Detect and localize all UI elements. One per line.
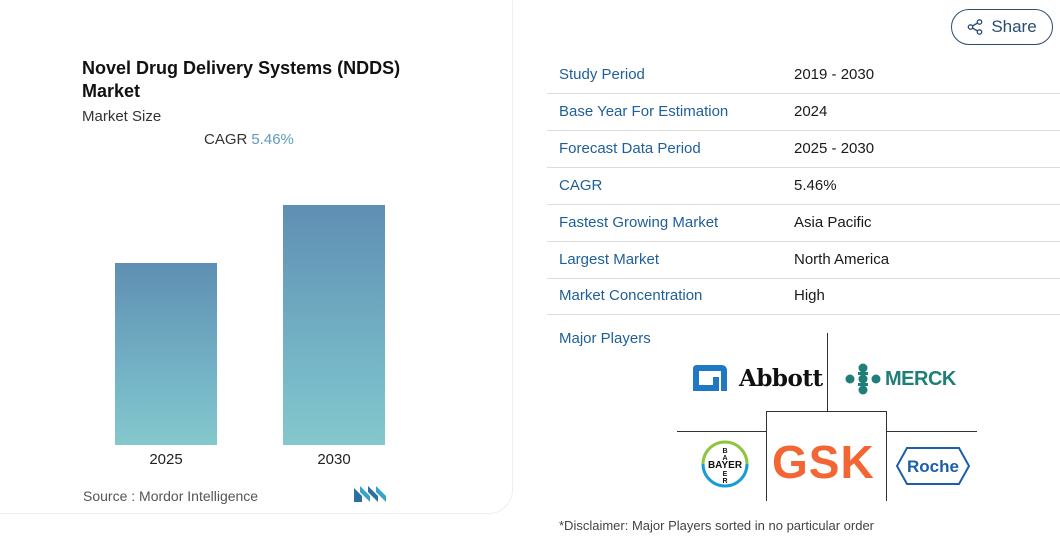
chart-source: Source : Mordor Intelligence	[83, 488, 259, 504]
row-key: Study Period	[559, 66, 645, 83]
x-tick-label: 2030	[317, 451, 351, 468]
cagr-label: CAGR	[204, 131, 248, 148]
row-key: CAGR	[559, 177, 603, 194]
market-size-card	[0, 0, 513, 514]
grid-divider	[766, 411, 767, 501]
row-value: High	[794, 287, 825, 304]
merck-wordmark: MERCK	[885, 368, 956, 390]
svg-text:E: E	[723, 471, 728, 478]
row-key: Forecast Data Period	[559, 140, 701, 157]
grid-divider	[677, 431, 766, 432]
row-value: 2024	[794, 103, 828, 120]
svg-text:BAYER: BAYER	[708, 460, 743, 471]
x-tick-label: 2025	[149, 451, 183, 468]
merck-logo-icon	[845, 363, 881, 395]
table-row: Fastest Growing Market Asia Pacific	[547, 205, 1060, 242]
svg-text:B: B	[722, 448, 727, 455]
row-value: 2025 - 2030	[794, 140, 875, 157]
mordor-intelligence-logo-icon	[354, 486, 386, 502]
row-key: Largest Market	[559, 251, 660, 268]
row-key: Base Year For Estimation	[559, 103, 729, 120]
svg-text:A: A	[722, 455, 727, 462]
row-value: Asia Pacific	[794, 214, 872, 231]
table-row: Market Concentration High	[547, 278, 1060, 315]
svg-text:R: R	[722, 478, 727, 485]
gsk-wordmark: GSK	[772, 436, 875, 488]
chart-subtitle: Market Size	[82, 108, 162, 125]
share-button[interactable]: Share	[951, 9, 1053, 45]
cagr-value: 5.46%	[251, 131, 294, 148]
chart-bar-2030	[283, 205, 385, 445]
grid-divider	[766, 411, 887, 412]
bayer-logo-icon: BAYER B A E R	[701, 440, 749, 488]
share-label: Share	[991, 17, 1037, 36]
table-row: CAGR 5.46%	[547, 168, 1060, 205]
table-row: Study Period 2019 - 2030	[547, 57, 1060, 94]
share-icon	[967, 19, 983, 35]
chart-title: Novel Drug Delivery Systems (NDDS) Marke…	[82, 58, 401, 101]
row-key: Fastest Growing Market	[559, 214, 719, 231]
table-row: Forecast Data Period 2025 - 2030	[547, 131, 1060, 168]
row-value: 2019 - 2030	[794, 66, 875, 83]
cagr-summary: CAGR 5.46%	[204, 131, 294, 148]
abbott-logo-icon	[693, 365, 727, 391]
grid-divider	[886, 411, 887, 501]
disclaimer-text: *Disclaimer: Major Players sorted in no …	[559, 518, 875, 533]
roche-logo-icon: Roche	[895, 447, 971, 485]
table-row: Largest Market North America	[547, 242, 1060, 279]
grid-divider	[887, 431, 977, 432]
abbott-wordmark: Abbott	[739, 365, 823, 392]
svg-text:Roche: Roche	[907, 457, 959, 476]
row-key: Market Concentration	[559, 287, 703, 304]
grid-divider	[827, 333, 828, 411]
table-row: Base Year For Estimation 2024	[547, 94, 1060, 131]
row-value: 5.46%	[794, 177, 837, 194]
row-value: North America	[794, 251, 890, 268]
major-players-label: Major Players	[559, 330, 651, 347]
chart-bar-2025	[115, 263, 217, 445]
